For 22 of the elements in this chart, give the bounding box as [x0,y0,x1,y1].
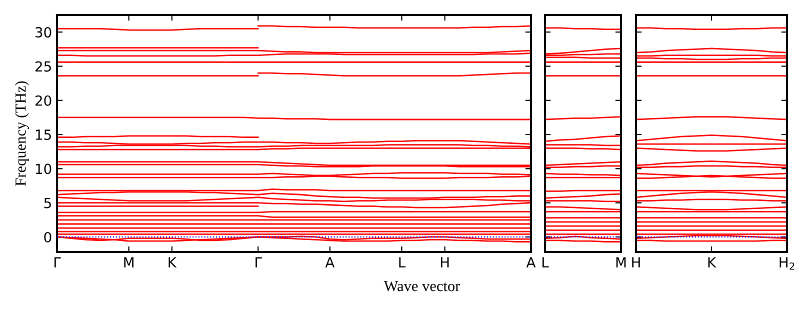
x-tick-label: Γ [54,257,61,268]
x-axis-title: Wave vector [384,281,460,292]
x-tick-label: Γ [256,257,262,268]
y-tick-label: 0 [44,232,52,242]
y-tick-label: 25 [35,61,51,72]
x-tick-label: A [526,257,536,268]
y-tick-label: 10 [36,164,52,174]
y-tick-label: 20 [35,95,52,106]
x-tick-label: L [542,257,549,268]
x-tick-label: K [168,257,177,268]
x-tick-label: K [708,257,716,268]
x-tick-label: H [440,257,449,268]
x-tick-label: A [325,257,335,268]
y-tick-label: 5 [44,198,51,208]
x-tick-label: M [616,257,626,268]
x-tick-label: H [632,257,640,268]
y-axis-title: Frequency (THz) [15,81,29,186]
y-tick-label: 30 [36,27,52,38]
y-tick-label: 15 [36,130,51,140]
x-tick-label: H$_{2}$ [780,257,794,270]
x-tick-label: M [124,257,134,268]
x-tick-label: L [399,257,406,268]
